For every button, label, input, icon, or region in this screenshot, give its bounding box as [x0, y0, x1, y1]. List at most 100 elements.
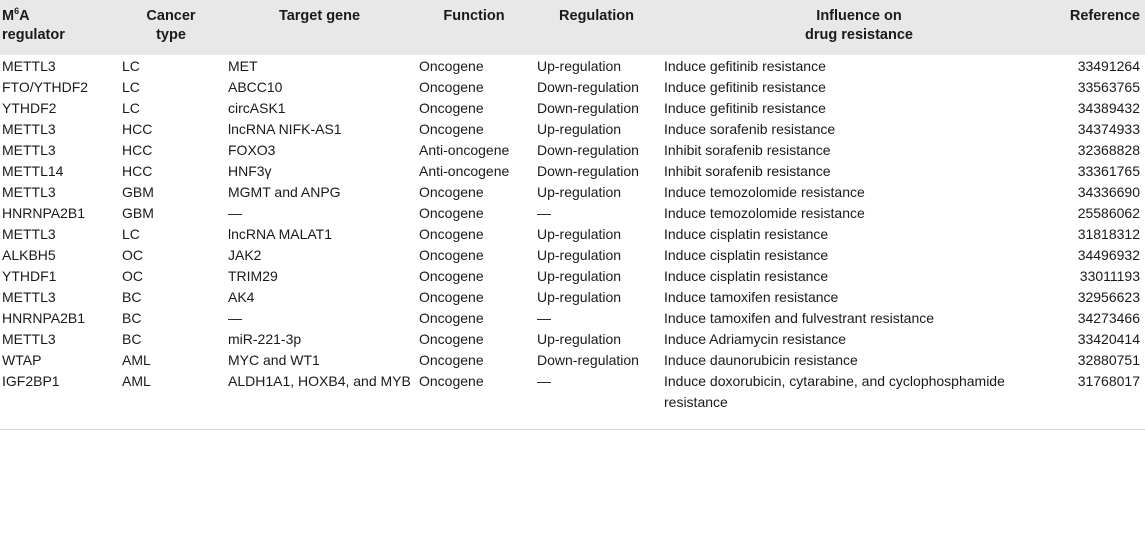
cell-target-gene: MYC and WT1 — [228, 352, 320, 368]
cell-cancer-type: BC — [122, 310, 142, 326]
cell-influence: Induce temozolomide resistance — [664, 184, 865, 200]
cell-cancer-type: LC — [122, 79, 140, 95]
cell-cancer-type: LC — [122, 58, 140, 74]
cell-cancer-type: HCC — [122, 163, 153, 179]
cell-function: Oncogene — [419, 226, 484, 242]
cell-influence: Induce cisplatin resistance — [664, 268, 829, 284]
header-target-gene: Target gene — [278, 8, 361, 24]
cell-influence: Induce cisplatin resistance — [664, 226, 829, 242]
cell-target-gene: ABCC10 — [228, 79, 283, 95]
header-function: Function — [443, 8, 505, 24]
cell-reference: 25586062 — [1077, 205, 1140, 221]
table-header: M6A regulator Cancer type Target gene Func… — [0, 0, 1145, 55]
cell-cancer-type: HCC — [122, 142, 153, 158]
cell-target-gene: JAK2 — [228, 247, 262, 263]
cell-target-gene: AK4 — [228, 289, 255, 305]
cell-cancer-type: HCC — [122, 121, 153, 137]
table-row: YTHDF1 OC TRIM29 Oncogene Up-regulation Induc… — [0, 266, 1145, 287]
cell-target-gene: ALDH1A1, HOXB4, and MYB — [228, 373, 411, 389]
cell-reference: 34389432 — [1077, 100, 1140, 116]
cell-regulation: Up-regulation — [537, 184, 622, 200]
cell-reference: 32368828 — [1077, 142, 1140, 158]
cell-function: Oncogene — [419, 79, 484, 95]
cell-cancer-type: GBM — [122, 184, 154, 200]
header-cancer-type: Cancer type — [146, 8, 196, 43]
cell-cancer-type: AML — [122, 352, 151, 368]
cell-influence: Induce cisplatin resistance — [664, 247, 829, 263]
cell-regulation: Down-regulation — [537, 100, 639, 116]
cell-cancer-type: LC — [122, 100, 140, 116]
cell-regulator: METTL3 — [2, 331, 56, 347]
cell-influence: Induce tamoxifen and fulvestrant resista… — [664, 310, 935, 326]
cell-influence: Inhibit sorafenib resistance — [664, 163, 831, 179]
cell-function: Oncogene — [419, 268, 484, 284]
cell-reference: 31818312 — [1077, 226, 1140, 242]
cell-influence: Induce temozolomide resistance — [664, 205, 865, 221]
header-influence: Influence on drug resistance — [805, 8, 913, 43]
cell-reference: 33011193 — [1079, 268, 1140, 284]
cell-influence: Induce daunorubicin resistance — [664, 352, 858, 368]
cell-reference: 33420414 — [1077, 331, 1140, 347]
cell-regulation: Up-regulation — [537, 58, 622, 74]
cell-regulator: METTL3 — [2, 121, 56, 137]
cell-function: Oncogene — [419, 205, 484, 221]
cell-target-gene: miR-221-3p — [228, 331, 302, 347]
cell-regulation: Down-regulation — [537, 79, 639, 95]
drug-resistance-table: M6A regulator Cancer type Target gene Func… — [0, 0, 1145, 430]
cell-function: Oncogene — [419, 310, 484, 326]
cell-influence: Induce Adriamycin resistance — [664, 331, 847, 347]
cell-regulation: Up-regulation — [537, 226, 622, 242]
cell-cancer-type: BC — [122, 289, 142, 305]
table-row: YTHDF2 LC circASK1 Oncogene Down-regulation I… — [0, 98, 1145, 119]
cell-target-gene: MET — [228, 58, 258, 74]
cell-regulation: Up-regulation — [537, 247, 622, 263]
cell-function: Oncogene — [419, 352, 484, 368]
table-row: HNRNPA2B1 BC — Oncogene — Induce tamoxifen an… — [0, 308, 1145, 329]
table-row: METTL3 LC MET Oncogene Up-regulation Induce g… — [0, 55, 1145, 77]
cell-target-gene: FOXO3 — [228, 142, 276, 158]
cell-reference: 33563765 — [1077, 79, 1140, 95]
cell-target-gene: circASK1 — [228, 100, 286, 116]
cell-target-gene: lncRNA NIFK-AS1 — [228, 121, 342, 137]
cell-cancer-type: BC — [122, 331, 142, 347]
cell-cancer-type: LC — [122, 226, 140, 242]
cell-function: Anti-oncogene — [419, 163, 510, 179]
cell-regulator: YTHDF1 — [2, 268, 57, 284]
cell-cancer-type: GBM — [122, 205, 154, 221]
header-row: M6A regulator Cancer type Target gene Func… — [0, 0, 1145, 55]
table-row: HNRNPA2B1 GBM — Oncogene — Induce temozolomid… — [0, 203, 1145, 224]
table-row: METTL3 LC lncRNA MALAT1 Oncogene Up-regulati… — [0, 224, 1145, 245]
table-row: METTL3 HCC FOXO3 Anti-oncogene Down-regulati… — [0, 140, 1145, 161]
table-row: METTL14 HCC HNF3γ Anti-oncogene Down-regulat… — [0, 161, 1145, 182]
header-regulator: M6A regulator — [2, 6, 65, 43]
cell-function: Oncogene — [419, 373, 484, 389]
table-row: IGF2BP1 AML ALDH1A1, HOXB4, and MYB Oncogen… — [0, 371, 1145, 413]
cell-regulator: YTHDF2 — [2, 100, 57, 116]
table-bottom-rule — [0, 413, 1145, 430]
cell-reference: 34273466 — [1077, 310, 1140, 326]
cell-cancer-type: OC — [122, 247, 143, 263]
cell-influence: Induce sorafenib resistance — [664, 121, 836, 137]
header-regulation: Regulation — [559, 8, 634, 24]
table-row: WTAP AML MYC and WT1 Oncogene Down-regulatio… — [0, 350, 1145, 371]
cell-influence: Induce tamoxifen resistance — [664, 289, 839, 305]
cell-function: Oncogene — [419, 247, 484, 263]
cell-target-gene: HNF3γ — [228, 163, 272, 179]
cell-regulator: HNRNPA2B1 — [2, 310, 85, 326]
cell-regulation: — — [537, 205, 551, 221]
cell-target-gene: lncRNA MALAT1 — [228, 226, 332, 242]
cell-regulator: METTL3 — [2, 58, 56, 74]
cell-reference: 34336690 — [1077, 184, 1140, 200]
cell-regulation: Down-regulation — [537, 352, 639, 368]
cell-reference: 32880751 — [1077, 352, 1140, 368]
cell-target-gene: — — [228, 310, 242, 326]
cell-function: Oncogene — [419, 121, 484, 137]
cell-function: Oncogene — [419, 331, 484, 347]
cell-reference: 34496932 — [1077, 247, 1140, 263]
cell-regulation: Up-regulation — [537, 331, 622, 347]
cell-reference: 33361765 — [1077, 163, 1140, 179]
cell-regulation: Up-regulation — [537, 268, 622, 284]
table-row: METTL3 GBM MGMT and ANPG Oncogene Up-regulat… — [0, 182, 1145, 203]
cell-function: Oncogene — [419, 100, 484, 116]
table-body: METTL3 LC MET Oncogene Up-regulation Induce g… — [0, 55, 1145, 413]
